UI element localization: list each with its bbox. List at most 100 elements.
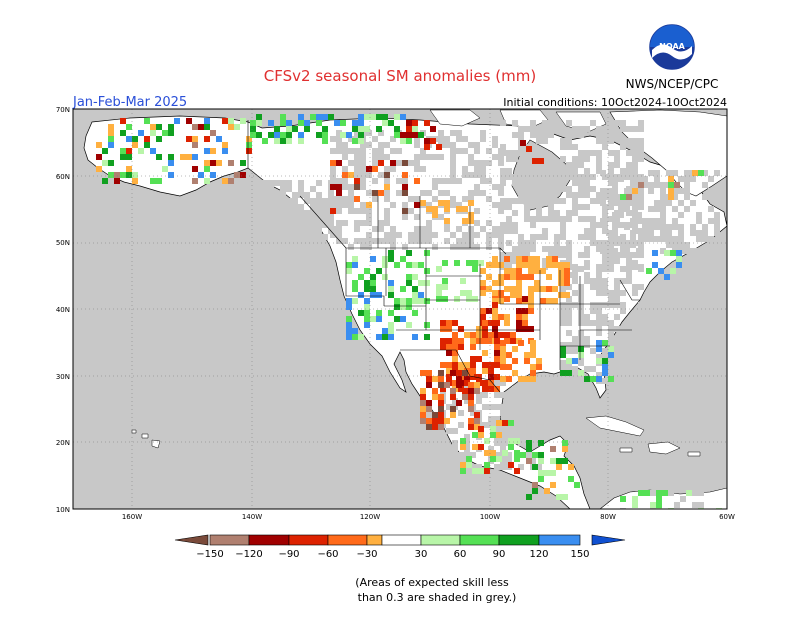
anomaly-cell (500, 404, 506, 410)
anomaly-cell (348, 196, 354, 202)
anomaly-cell (330, 148, 336, 154)
anomaly-cell (512, 132, 518, 138)
anomaly-cell (500, 446, 506, 452)
lat-label-70n: 70N (56, 106, 70, 114)
anomaly-cell (474, 220, 480, 226)
anomaly-cell (506, 452, 512, 458)
anomaly-cell (360, 154, 366, 160)
anomaly-cell (672, 170, 678, 176)
anomaly-cell (250, 216, 256, 222)
anomaly-cell (426, 238, 432, 244)
anomaly-cell (566, 192, 572, 198)
anomaly-cell (402, 160, 408, 166)
anomaly-cell (566, 186, 572, 192)
anomaly-cell (602, 144, 608, 150)
anomaly-cell (262, 210, 268, 216)
anomaly-cell (322, 204, 328, 210)
anomaly-cell (518, 198, 524, 204)
anomaly-cell (348, 172, 354, 178)
anomaly-cell (578, 192, 584, 198)
anomaly-cell (322, 222, 328, 228)
anomaly-cell (532, 488, 538, 494)
anomaly-cell (552, 262, 558, 268)
anomaly-cell (614, 284, 620, 290)
anomaly-cell (540, 298, 546, 304)
anomaly-cell (366, 142, 372, 148)
anomaly-cell (406, 322, 412, 328)
anomaly-cell (500, 392, 506, 398)
anomaly-cell (608, 162, 614, 168)
anomaly-cell (444, 200, 450, 206)
anomaly-cell (578, 132, 584, 138)
anomaly-cell (474, 148, 480, 154)
anomaly-cell (626, 278, 632, 284)
anomaly-cell (552, 286, 558, 292)
anomaly-cell (584, 278, 590, 284)
anomaly-cell (602, 252, 608, 258)
anomaly-cell (366, 244, 372, 250)
anomaly-cell (668, 194, 674, 200)
anomaly-cell (358, 138, 364, 144)
anomaly-cell (120, 154, 126, 160)
anomaly-cell (518, 150, 524, 156)
anomaly-cell (584, 150, 590, 156)
anomaly-cell (536, 180, 542, 186)
anomaly-cell (630, 218, 636, 224)
anomaly-cell (354, 208, 360, 214)
anomaly-cell (162, 130, 168, 136)
anomaly-cell (414, 196, 420, 202)
anomaly-cell (336, 184, 342, 190)
anomaly-cell (678, 224, 684, 230)
anomaly-cell (376, 292, 382, 298)
anomaly-cell (614, 326, 620, 332)
anomaly-cell (330, 226, 336, 232)
anomaly-cell (608, 296, 614, 302)
anomaly-cell (506, 252, 512, 258)
anomaly-cell (536, 126, 542, 132)
anomaly-cell (572, 198, 578, 204)
anomaly-cell (666, 242, 672, 248)
anomaly-cell (668, 490, 674, 496)
anomaly-cell (474, 184, 480, 190)
anomaly-cell (690, 200, 696, 206)
anomaly-cell (536, 216, 542, 222)
anomaly-cell (498, 160, 504, 166)
anomaly-cell (384, 220, 390, 226)
anomaly-cell (364, 304, 370, 310)
anomaly-cell (280, 234, 286, 240)
anomaly-cell (524, 198, 530, 204)
anomaly-cell (394, 126, 400, 132)
anomaly-cell (670, 268, 676, 274)
lat-label-10n: 10N (56, 506, 70, 514)
anomaly-cell (304, 228, 310, 234)
anomaly-cell (702, 224, 708, 230)
anomaly-cell (210, 172, 216, 178)
anomaly-cell (494, 428, 500, 434)
anomaly-cell (654, 200, 660, 206)
anomaly-cell (474, 244, 480, 250)
anomaly-cell (440, 386, 446, 392)
anomaly-cell (400, 304, 406, 310)
anomaly-cell (578, 266, 584, 272)
anomaly-cell (360, 238, 366, 244)
anomaly-cell (548, 180, 554, 186)
anomaly-cell (366, 238, 372, 244)
anomaly-cell (168, 130, 174, 136)
anomaly-cell (480, 166, 486, 172)
anomaly-cell (426, 190, 432, 196)
anomaly-cell (552, 256, 558, 262)
anomaly-cell (494, 404, 500, 410)
anomaly-cell (548, 126, 554, 132)
anomaly-cell (440, 362, 446, 368)
anomaly-cell (614, 258, 620, 264)
anomaly-cell (608, 376, 614, 382)
anomaly-cell (516, 320, 522, 326)
anomaly-cell (702, 182, 708, 188)
anomaly-cell (584, 320, 590, 326)
anomaly-cell (528, 262, 534, 268)
anomaly-cell (390, 136, 396, 142)
anomaly-cell (464, 332, 470, 338)
anomaly-cell (648, 224, 654, 230)
anomaly-cell (672, 242, 678, 248)
map-frame (72, 108, 728, 510)
